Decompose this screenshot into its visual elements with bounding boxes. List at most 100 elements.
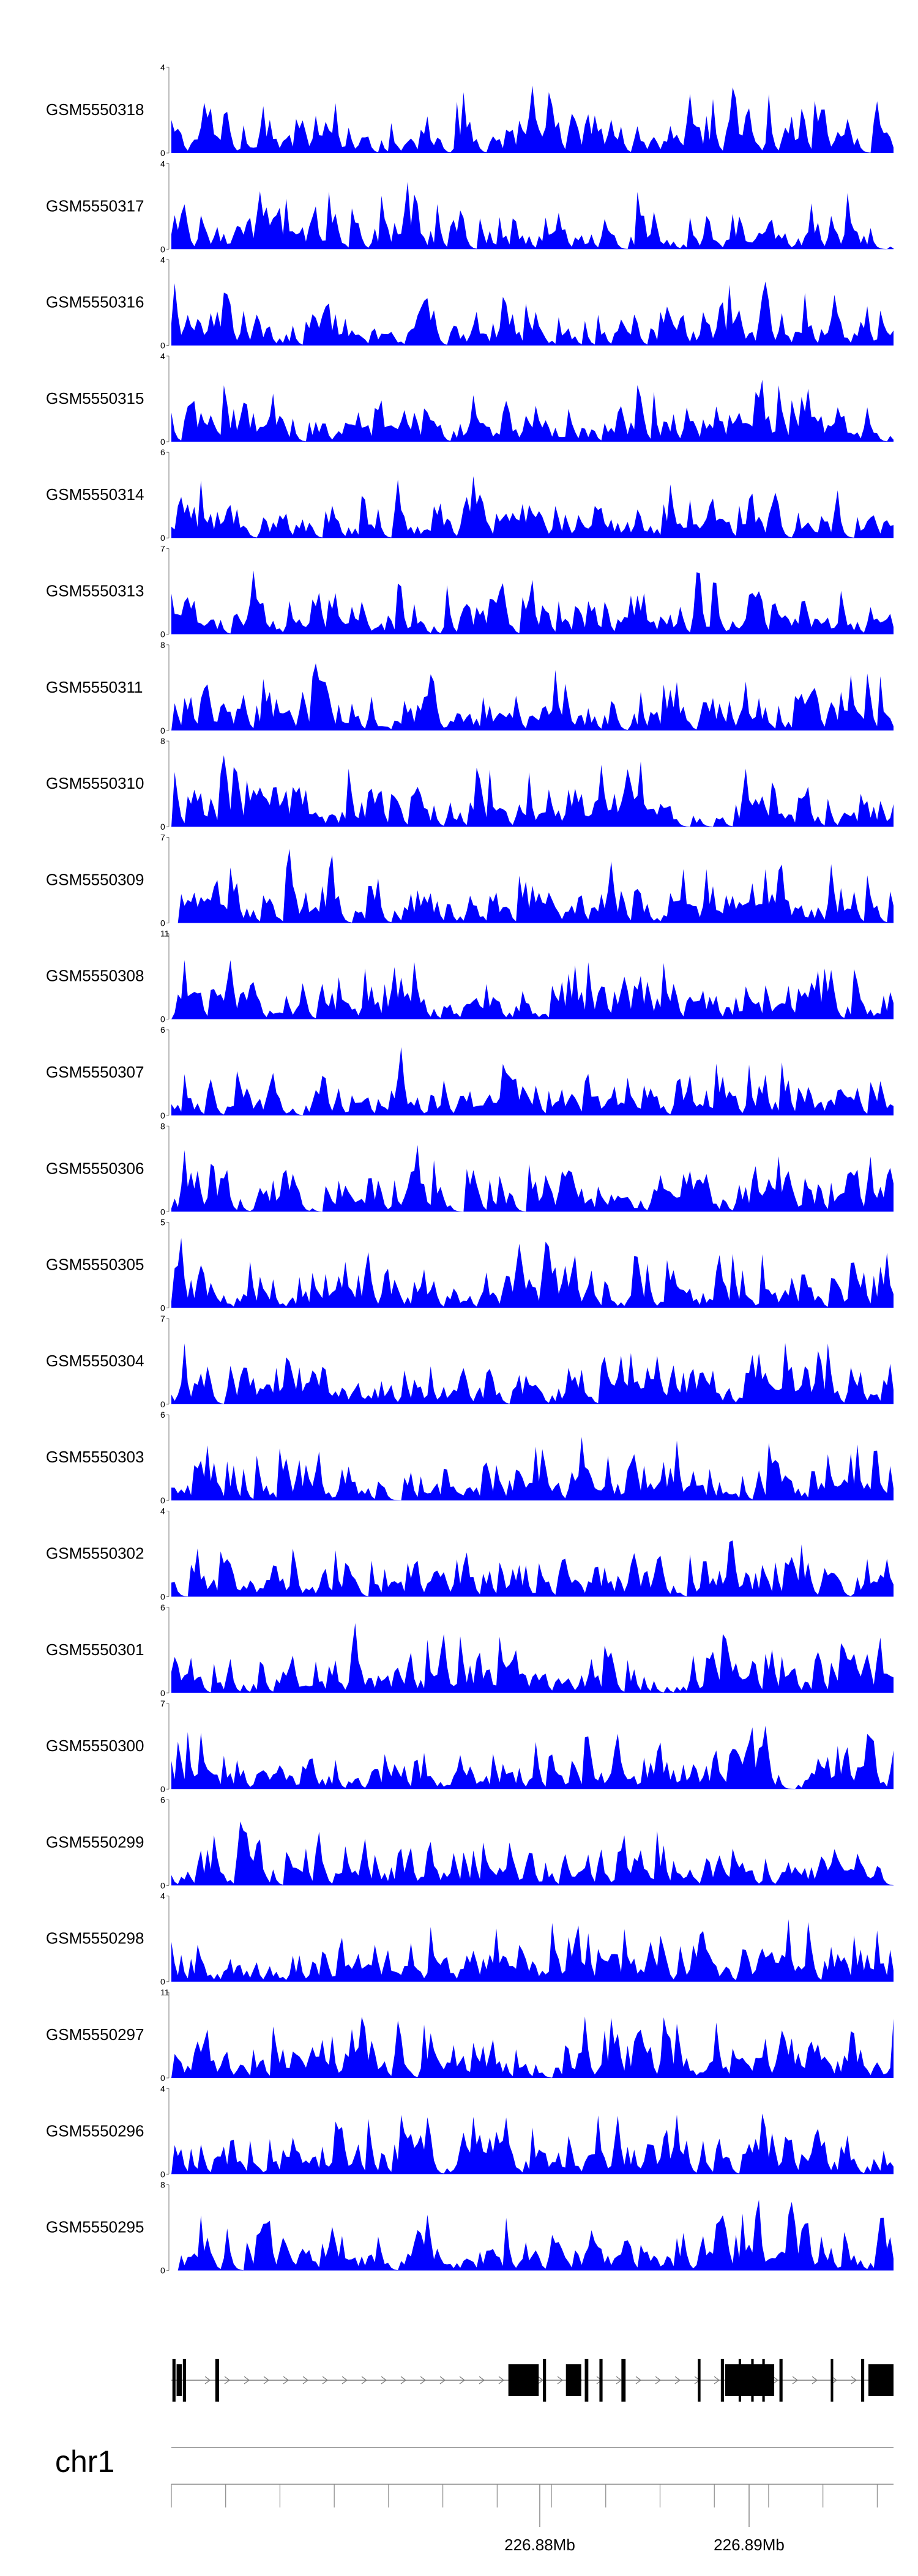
track-ymin-label: 0 <box>160 2073 165 2083</box>
coverage-area <box>171 1047 894 1115</box>
coverage-area <box>171 1238 894 1308</box>
track-GSM5550314: 6 0 GSM5550314 <box>46 447 894 543</box>
strand-arrow-icon <box>283 2376 289 2384</box>
strand-arrow-icon <box>302 2376 308 2384</box>
strand-arrow-icon <box>479 2376 485 2384</box>
strand-arrow-icon <box>655 2376 661 2384</box>
strand-arrow-icon <box>361 2376 367 2384</box>
track-GSM5550296: 4 0 GSM5550296 <box>46 2083 894 2179</box>
track-ymin-label: 0 <box>160 822 165 832</box>
track-ymax-label: 4 <box>160 158 165 168</box>
track-GSM5550302: 4 0 GSM5550302 <box>46 1506 894 1602</box>
coverage-area <box>171 281 894 346</box>
exon <box>543 2359 547 2402</box>
strand-arrow-icon <box>204 2376 211 2384</box>
strand-arrow-icon <box>772 2376 778 2384</box>
exon <box>182 2359 186 2402</box>
strand-arrow-icon <box>616 2376 622 2384</box>
coverage-area <box>171 1437 894 1501</box>
gene-model-track <box>171 2359 894 2402</box>
exon <box>779 2359 783 2402</box>
coverage-area <box>171 663 894 731</box>
track-ymax-label: 11 <box>160 929 170 939</box>
track-ymax-label: 6 <box>160 1795 165 1804</box>
exon <box>725 2364 775 2396</box>
track-ymin-label: 0 <box>160 341 165 351</box>
strand-arrow-icon <box>557 2376 563 2384</box>
strand-arrow-icon <box>498 2376 504 2384</box>
track-sample-label: GSM5550299 <box>46 1833 144 1851</box>
exon <box>621 2359 626 2402</box>
track-ymax-label: 7 <box>160 832 165 842</box>
track-sample-label: GSM5550300 <box>46 1737 144 1755</box>
track-sample-label: GSM5550304 <box>46 1352 144 1370</box>
track-ymin-label: 0 <box>160 918 165 928</box>
track-sample-label: GSM5550303 <box>46 1448 144 1466</box>
coverage-area <box>171 1145 894 1212</box>
axis-coordinate-label: 226.89Mb <box>714 2536 785 2554</box>
exon <box>868 2364 894 2396</box>
track-GSM5550311: 8 0 GSM5550311 <box>46 640 894 735</box>
coverage-area <box>171 849 894 923</box>
track-ymax-label: 6 <box>160 447 165 457</box>
strand-arrow-icon <box>381 2376 387 2384</box>
strand-arrow-icon <box>459 2376 465 2384</box>
strand-arrow-icon <box>714 2376 720 2384</box>
coverage-area <box>171 1919 894 1982</box>
track-GSM5550305: 5 0 GSM5550305 <box>46 1218 894 1313</box>
strand-arrow-icon <box>224 2376 230 2384</box>
track-ymin-label: 0 <box>160 1784 165 1794</box>
track-GSM5550303: 6 0 GSM5550303 <box>46 1410 894 1505</box>
strand-arrow-icon <box>792 2376 798 2384</box>
coverage-area <box>171 755 894 827</box>
strand-arrow-icon <box>420 2376 426 2384</box>
coverage-area <box>171 2113 894 2175</box>
strand-arrow-icon <box>439 2376 446 2384</box>
track-sample-label: GSM5550302 <box>46 1544 144 1563</box>
track-ymax-label: 7 <box>160 1699 165 1708</box>
track-ymax-label: 4 <box>160 255 165 265</box>
exon <box>720 2359 724 2402</box>
track-sample-label: GSM5550307 <box>46 1063 144 1081</box>
track-ymax-label: 7 <box>160 1314 165 1323</box>
coverage-area <box>171 1342 894 1404</box>
strand-arrow-icon <box>851 2376 857 2384</box>
track-ymax-label: 4 <box>160 62 165 72</box>
track-GSM5550317: 4 0 GSM5550317 <box>46 158 894 254</box>
track-GSM5550316: 4 0 GSM5550316 <box>46 255 894 351</box>
track-ymax-label: 4 <box>160 2083 165 2093</box>
track-GSM5550300: 7 0 GSM5550300 <box>46 1699 894 1794</box>
track-ymax-label: 4 <box>160 1891 165 1901</box>
coverage-area <box>171 2016 894 2078</box>
track-ymin-label: 0 <box>160 148 165 158</box>
track-ymax-label: 7 <box>160 544 165 554</box>
track-GSM5550298: 4 0 GSM5550298 <box>46 1891 894 1987</box>
track-ymin-label: 0 <box>160 1880 165 1890</box>
chromosome-label: chr1 <box>55 2444 114 2479</box>
track-GSM5550308: 11 0 GSM5550308 <box>46 929 894 1024</box>
track-GSM5550310: 8 0 GSM5550310 <box>46 736 894 832</box>
track-ymax-label: 6 <box>160 1410 165 1420</box>
track-GSM5550309: 7 0 GSM5550309 <box>46 832 894 928</box>
track-ymin-label: 0 <box>160 1977 165 1987</box>
track-sample-label: GSM5550298 <box>46 1929 144 1948</box>
track-sample-label: GSM5550305 <box>46 1256 144 1274</box>
track-ymin-label: 0 <box>160 1399 165 1409</box>
track-sample-label: GSM5550308 <box>46 967 144 985</box>
track-sample-label: GSM5550315 <box>46 389 144 408</box>
coverage-area <box>171 85 894 153</box>
strand-arrow-icon <box>400 2376 406 2384</box>
track-ymin-label: 0 <box>160 630 165 639</box>
track-sample-label: GSM5550313 <box>46 582 144 600</box>
track-GSM5550307: 6 0 GSM5550307 <box>46 1025 894 1120</box>
exon <box>738 2359 742 2402</box>
exon <box>860 2359 865 2402</box>
strand-arrow-icon <box>674 2376 681 2384</box>
track-GSM5550315: 4 0 GSM5550315 <box>46 351 894 447</box>
track-ymin-label: 0 <box>160 2169 165 2179</box>
track-sample-label: GSM5550296 <box>46 2121 144 2140</box>
coverage-area <box>171 1725 894 1790</box>
exon <box>176 2364 182 2396</box>
track-ymin-label: 0 <box>160 1495 165 1505</box>
